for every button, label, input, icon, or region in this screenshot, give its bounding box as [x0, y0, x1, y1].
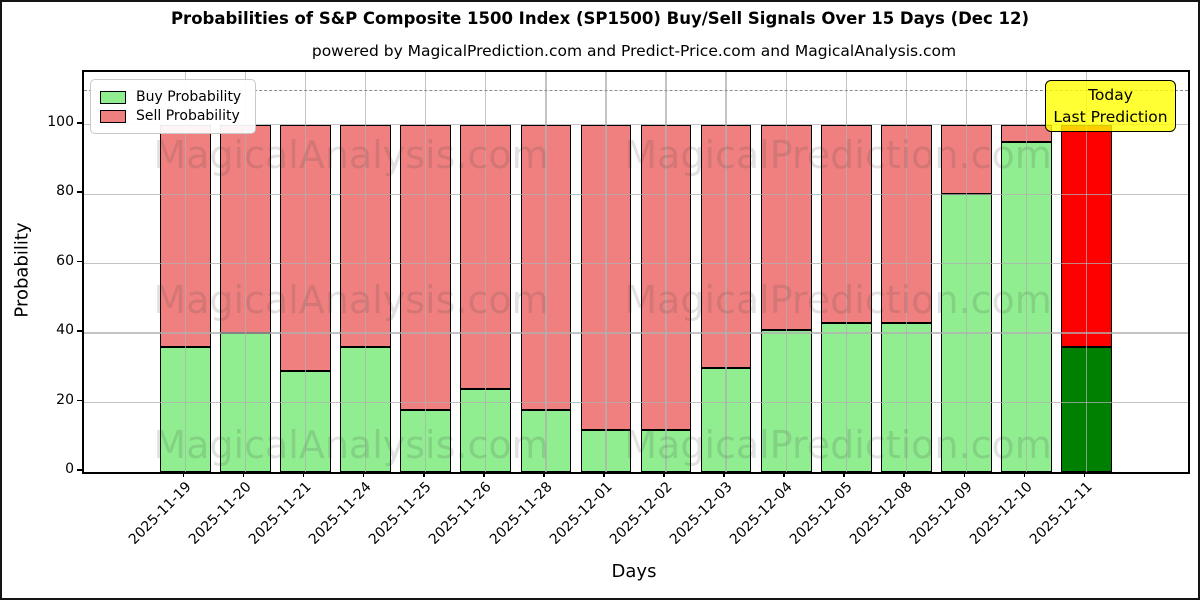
- vertical-gridline: [425, 72, 427, 472]
- x-tick-mark: [483, 472, 485, 477]
- vertical-gridline: [1085, 72, 1088, 472]
- y-tick-label: 40: [56, 322, 74, 339]
- legend-buy-label: Buy Probability: [136, 89, 242, 105]
- today-annotation: Today Last Prediction: [1045, 80, 1176, 132]
- vertical-gridline: [725, 72, 727, 472]
- legend: Buy Probability Sell Probability: [90, 79, 257, 134]
- x-tick-label: 2025-12-10: [966, 479, 1036, 548]
- x-tick-mark: [663, 472, 665, 477]
- buy-swatch: [100, 90, 126, 104]
- today-annotation-line2: Last Prediction: [1053, 108, 1168, 126]
- y-tick-mark: [77, 260, 82, 263]
- x-tick-mark: [783, 472, 785, 477]
- horizontal-gridline: [84, 263, 1188, 265]
- y-tick-mark: [77, 399, 82, 402]
- x-tick-label: 2025-12-09: [906, 479, 976, 548]
- horizontal-gridline: [84, 193, 1188, 195]
- x-tick-mark: [242, 472, 245, 477]
- x-tick-label: 2025-12-05: [786, 479, 856, 548]
- x-tick-label: 2025-11-28: [486, 479, 556, 548]
- y-axis-label: Probability: [11, 222, 33, 318]
- y-tick-label: 0: [65, 461, 74, 477]
- x-tick-mark: [843, 472, 846, 477]
- plot-area: Buy Probability Sell Probability Today L…: [82, 70, 1190, 474]
- x-tick-label: 2025-11-25: [366, 479, 436, 548]
- x-tick-mark: [963, 472, 966, 477]
- y-tick-label: 20: [56, 391, 74, 408]
- horizontal-gridline: [84, 332, 1188, 334]
- y-tick-mark: [77, 469, 82, 471]
- vertical-gridline: [365, 72, 367, 472]
- vertical-gridline: [244, 72, 247, 472]
- x-tick-label: 2025-11-24: [306, 479, 376, 548]
- x-tick-mark: [723, 472, 725, 477]
- x-tick-label: 2025-12-08: [846, 479, 916, 548]
- x-tick-label: 2025-12-01: [546, 479, 616, 548]
- vertical-gridline: [665, 72, 667, 472]
- x-tick-mark: [362, 472, 365, 477]
- vertical-gridline: [845, 72, 847, 472]
- x-tick-label: 2025-12-03: [666, 479, 736, 548]
- vertical-gridline: [905, 72, 907, 472]
- y-tick-mark: [77, 121, 82, 124]
- x-tick-mark: [603, 472, 605, 477]
- vertical-gridline: [545, 72, 547, 472]
- vertical-gridline: [304, 72, 307, 472]
- y-tick-label: 60: [56, 252, 74, 269]
- x-tick-mark: [182, 472, 185, 477]
- y-tick-label: 100: [47, 113, 74, 130]
- x-tick-mark: [1083, 472, 1086, 477]
- horizontal-gridline: [84, 124, 1188, 126]
- y-tick-mark: [77, 330, 82, 332]
- vertical-gridline: [605, 72, 607, 472]
- chart-subtitle: powered by MagicalPrediction.com and Pre…: [311, 42, 957, 60]
- vertical-gridline: [1025, 72, 1028, 472]
- today-annotation-line1: Today: [1088, 86, 1133, 104]
- legend-sell-label: Sell Probability: [136, 108, 240, 124]
- x-tick-label: 2025-12-04: [726, 479, 796, 548]
- vertical-gridline: [485, 72, 487, 472]
- y-tick-mark: [77, 191, 82, 194]
- legend-item-buy: Buy Probability: [100, 89, 241, 105]
- x-tick-label: 2025-11-19: [125, 479, 195, 548]
- y-tick-label: 80: [56, 183, 74, 200]
- x-tick-mark: [903, 472, 906, 477]
- legend-item-sell: Sell Probability: [100, 108, 241, 124]
- x-tick-label: 2025-11-21: [246, 479, 315, 548]
- x-tick-label: 2025-12-02: [606, 479, 676, 548]
- x-axis-label: Days: [611, 561, 657, 582]
- x-tick-labels: 2025-11-19 2025-11-20 2025-11-21 2025-11-24…: [82, 479, 1186, 569]
- x-tick-label: 2025-11-20: [186, 479, 255, 548]
- vertical-gridline: [184, 72, 187, 472]
- sell-swatch: [100, 109, 126, 123]
- x-tick-label: 2025-12-11: [1026, 479, 1096, 548]
- vertical-gridline: [785, 72, 787, 472]
- x-tick-label: 2025-11-26: [426, 479, 496, 548]
- x-tick-mark: [1023, 472, 1026, 477]
- horizontal-gridline: [84, 401, 1188, 404]
- x-tick-mark: [302, 472, 305, 477]
- x-tick-mark: [422, 472, 425, 477]
- x-tick-mark: [543, 472, 545, 477]
- vertical-gridline: [965, 72, 967, 472]
- chart-title: Probabilities of S&P Composite 1500 Inde…: [170, 9, 1030, 28]
- dashed-threshold-line: [84, 90, 1188, 92]
